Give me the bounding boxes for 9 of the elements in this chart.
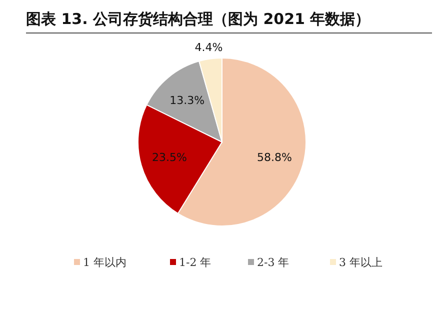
data-label: 58.8% [257, 150, 292, 164]
data-label: 13.3% [170, 94, 205, 108]
legend-label: 2-3 年 [257, 256, 290, 269]
chart-title: 图表 13. 公司存货结构合理（图为 2021 年数据） [26, 10, 370, 28]
legend-label: 1 年以内 [83, 256, 126, 269]
legend-label: 3 年以上 [339, 256, 382, 269]
data-label: 23.5% [152, 151, 187, 164]
legend-label: 1-2 年 [179, 256, 212, 269]
data-label: 4.4% [194, 40, 223, 54]
